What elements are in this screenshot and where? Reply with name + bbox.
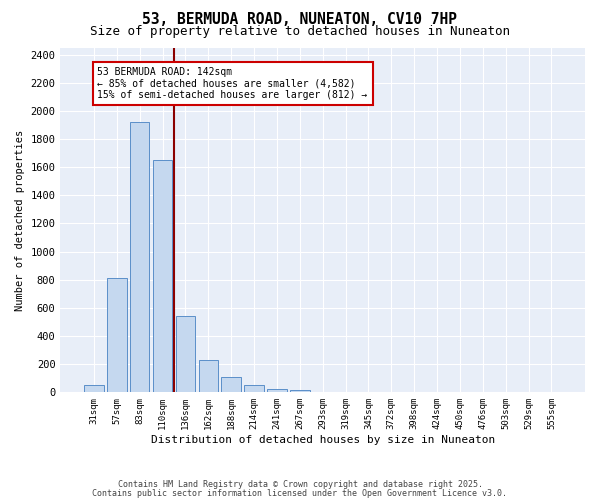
Bar — [84, 386, 104, 392]
Text: Size of property relative to detached houses in Nuneaton: Size of property relative to detached ho… — [90, 25, 510, 38]
Bar — [107, 278, 127, 392]
Bar — [199, 360, 218, 392]
Bar — [153, 160, 172, 392]
Bar — [176, 316, 195, 392]
Bar — [267, 389, 287, 392]
Text: 53, BERMUDA ROAD, NUNEATON, CV10 7HP: 53, BERMUDA ROAD, NUNEATON, CV10 7HP — [143, 12, 458, 28]
Bar — [221, 377, 241, 392]
Bar — [244, 386, 264, 392]
Bar — [290, 390, 310, 392]
Text: Contains HM Land Registry data © Crown copyright and database right 2025.: Contains HM Land Registry data © Crown c… — [118, 480, 482, 489]
Bar — [130, 122, 149, 392]
Y-axis label: Number of detached properties: Number of detached properties — [15, 130, 25, 310]
X-axis label: Distribution of detached houses by size in Nuneaton: Distribution of detached houses by size … — [151, 435, 495, 445]
Text: 53 BERMUDA ROAD: 142sqm
← 85% of detached houses are smaller (4,582)
15% of semi: 53 BERMUDA ROAD: 142sqm ← 85% of detache… — [97, 67, 368, 100]
Text: Contains public sector information licensed under the Open Government Licence v3: Contains public sector information licen… — [92, 489, 508, 498]
